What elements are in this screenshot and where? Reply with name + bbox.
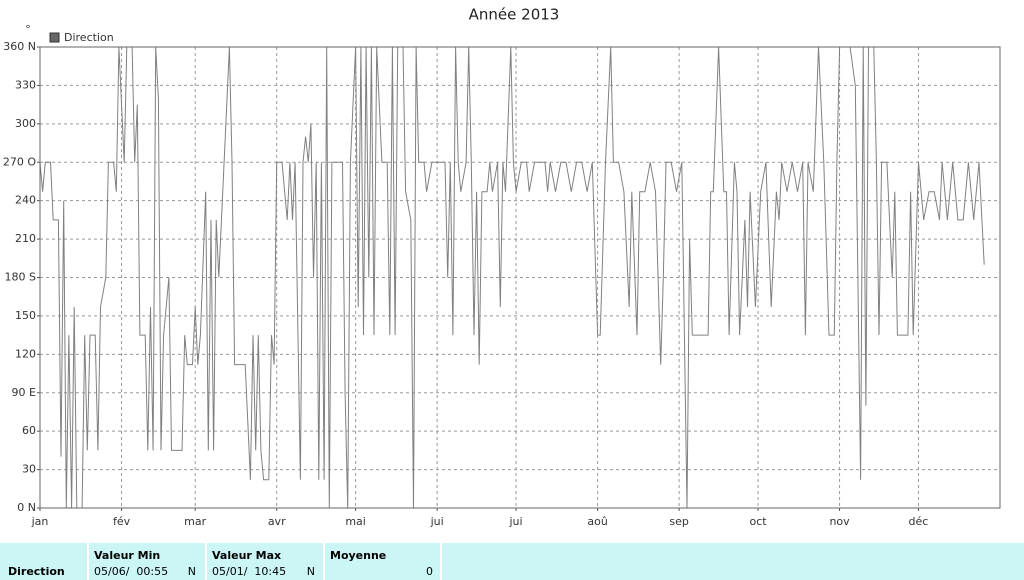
y-axis-label: ° — [25, 23, 31, 36]
data-line — [39, 46, 985, 509]
y-tick-label: 300 — [15, 117, 36, 130]
y-tick-label: 180 S — [5, 271, 36, 284]
footer: Direction Valeur Min 05/06/ 00:55 N Vale… — [0, 543, 1024, 580]
x-tick-label: jan — [31, 515, 49, 528]
legend-label: Direction — [64, 31, 114, 44]
x-tick-label: déc — [909, 515, 929, 528]
y-tick-label: 0 N — [17, 501, 36, 514]
footer-date: 05/01/ 10:45 — [212, 565, 286, 578]
y-tick-label: 210 — [15, 232, 36, 245]
y-tick-label: 30 — [22, 463, 36, 476]
y-tick-label: 60 — [22, 424, 36, 437]
y-tick-label: 120 — [15, 347, 36, 360]
plot-border — [39, 46, 1001, 509]
y-tick-label: 240 — [15, 194, 36, 207]
footer-date: 05/06/ 00:55 — [94, 565, 168, 578]
y-tick-label: 330 — [15, 78, 36, 91]
x-tick-label: sep — [669, 515, 688, 528]
y-tick-label: 90 E — [12, 386, 36, 399]
x-tick-label: jui — [509, 515, 523, 528]
x-tick-label: fév — [113, 515, 131, 528]
chart-title: Année 2013 — [469, 6, 560, 24]
footer-header: Valeur Min — [94, 549, 160, 562]
x-tick-label: jui — [430, 515, 444, 528]
x-tick-label: aoû — [587, 515, 607, 528]
y-tick-label: 270 O — [3, 155, 36, 168]
legend-swatch — [49, 32, 60, 43]
x-tick-label: mai — [345, 515, 366, 528]
x-tick-label: nov — [829, 515, 850, 528]
x-tick-label: avr — [268, 515, 286, 528]
footer-value: 0 — [426, 565, 433, 578]
footer-label: Direction — [8, 565, 65, 578]
footer-header: Valeur Max — [212, 549, 281, 562]
footer-bg — [0, 543, 1024, 580]
footer-dir: N — [188, 565, 196, 578]
x-tick-label: mar — [184, 515, 206, 528]
footer-header: Moyenne — [330, 549, 386, 562]
x-tick-label: oct — [749, 515, 767, 528]
y-tick-label: 360 N — [3, 40, 36, 53]
footer-dir: N — [307, 565, 315, 578]
y-tick-label: 150 — [15, 309, 36, 322]
